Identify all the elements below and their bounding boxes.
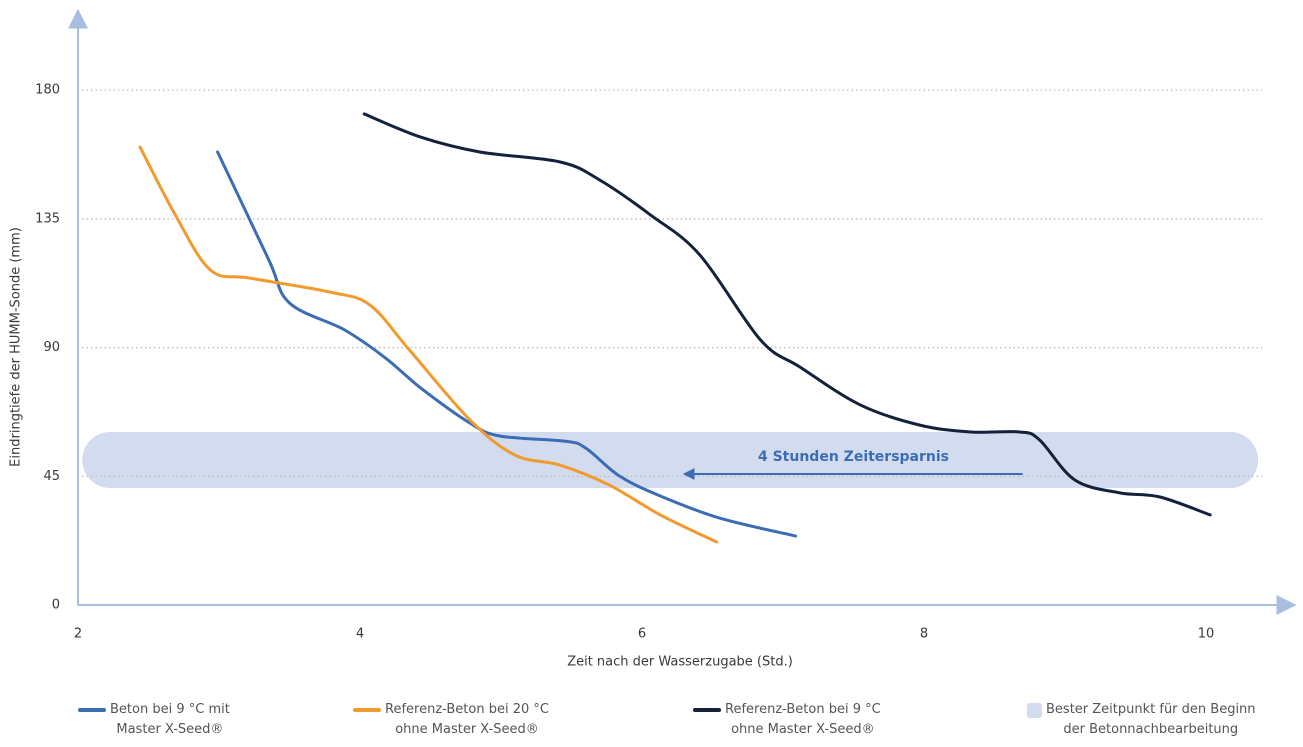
legend-label: Beton bei 9 °C mit Master X-Seed® [110, 702, 230, 737]
y-tick-label: 135 [35, 211, 60, 226]
band [82, 431, 1259, 489]
x-tick-label: 6 [638, 627, 646, 642]
x-tick-label: 10 [1198, 627, 1215, 642]
legend-swatch [1027, 703, 1042, 718]
y-tick-label: 45 [43, 469, 60, 484]
legend-swatch [693, 708, 721, 712]
y-tick-label: 180 [35, 83, 60, 98]
legend-label: Referenz-Beton bei 9 °C ohne Master X-Se… [725, 702, 881, 737]
y-tick-label: 90 [43, 340, 60, 355]
series-line [138, 145, 719, 544]
x-tick-label: 8 [920, 627, 928, 642]
annotation-text: 4 Stunden Zeitersparnis [758, 449, 949, 465]
x-tick-label: 2 [74, 627, 82, 642]
series-line [362, 112, 1212, 517]
legend-swatch [353, 708, 381, 712]
x-tick-label: 4 [356, 627, 364, 642]
legend-label: Referenz-Beton bei 20 °C ohne Master X-S… [385, 702, 549, 737]
legend-label: Bester Zeitpunkt für den Beginn der Beto… [1046, 702, 1256, 737]
y-axis-label: Eindringtiefe der HUMM-Sonde (mm) [9, 227, 24, 467]
legend: Beton bei 9 °C mit Master X-Seed® Referen… [0, 700, 1303, 747]
y-tick-label: 0 [52, 598, 60, 613]
legend-swatch [78, 708, 106, 712]
chart: Zeit nach der Wasserzugabe (Std.) Eindri… [9, 8, 1297, 670]
x-axis-label: Zeit nach der Wasserzugabe (Std.) [567, 655, 793, 670]
